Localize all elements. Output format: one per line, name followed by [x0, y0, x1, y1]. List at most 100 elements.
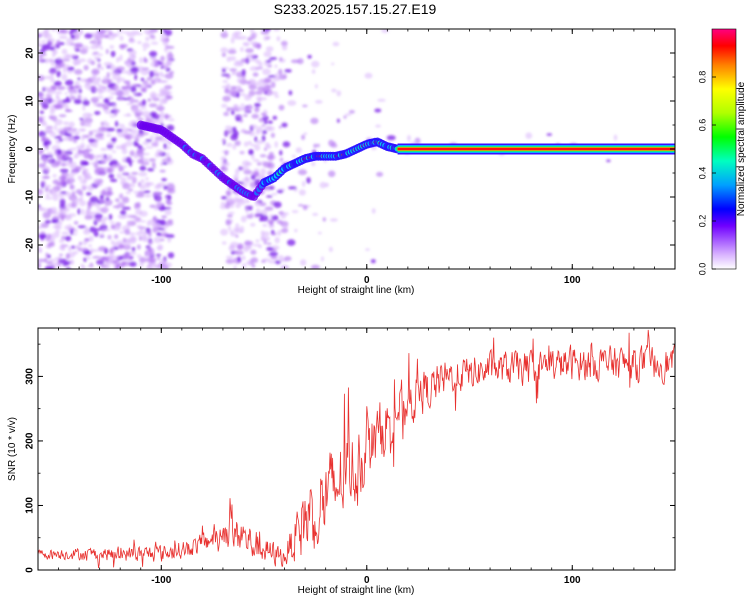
noise-blob	[94, 213, 103, 220]
noise-blob	[224, 113, 230, 116]
noise-blob	[100, 147, 108, 151]
noise-blob	[126, 174, 133, 181]
noise-blob	[62, 55, 72, 60]
noise-blob	[245, 198, 250, 204]
noise-blob	[127, 183, 136, 188]
noise-blob	[139, 210, 148, 217]
noise-blob	[525, 132, 533, 139]
noise-blob	[48, 41, 53, 47]
noise-blob	[375, 124, 381, 128]
noise-blob	[155, 184, 162, 188]
noise-blob	[38, 157, 41, 163]
snr-plot: -100 0 100 0 100 200 300 Height of straight l…	[7, 327, 676, 596]
noise-blob	[101, 228, 111, 232]
noise-blob	[226, 74, 231, 79]
noise-blob	[120, 210, 127, 216]
noise-blob	[167, 188, 176, 194]
noise-blob	[119, 123, 125, 129]
noise-blob	[78, 241, 83, 246]
noise-blob	[107, 167, 113, 174]
noise-blob	[328, 246, 333, 252]
noise-blob	[231, 258, 237, 264]
noise-blob	[77, 225, 87, 229]
noise-blob	[84, 152, 89, 158]
noise-blob	[87, 113, 94, 117]
noise-blob	[267, 162, 275, 170]
snr-y-label: SNR (10 * v/v)	[7, 417, 18, 481]
noise-blob	[302, 104, 308, 108]
noise-blob	[284, 69, 292, 73]
noise-blob	[128, 251, 137, 256]
noise-blob	[261, 124, 265, 127]
noise-blob	[46, 261, 53, 265]
noise-blob	[221, 103, 228, 108]
noise-blob	[546, 133, 552, 136]
noise-blob	[80, 208, 85, 216]
noise-blob	[272, 115, 278, 120]
noise-blob	[59, 61, 65, 68]
noise-blob	[220, 47, 229, 53]
noise-blob	[147, 98, 152, 102]
noise-blob	[282, 141, 291, 148]
noise-blob	[93, 230, 99, 237]
noise-blob	[63, 104, 69, 110]
noise-blob	[149, 256, 157, 264]
noise-blob	[119, 54, 123, 58]
noise-blob	[129, 150, 135, 157]
noise-blob	[80, 247, 88, 252]
noise-blob	[103, 261, 113, 266]
noise-blob	[70, 170, 79, 175]
noise-blob	[59, 168, 69, 173]
noise-blob	[148, 158, 156, 162]
noise-blob	[276, 219, 283, 225]
noise-blob	[93, 142, 98, 148]
noise-blob	[228, 47, 237, 51]
noise-blob	[123, 241, 131, 248]
noise-blob	[103, 61, 113, 67]
noise-blob	[298, 169, 307, 176]
noise-blob	[224, 150, 229, 156]
noise-blob	[90, 60, 96, 66]
noise-blob	[165, 113, 169, 120]
figure-title: S233.2025.157.15.27.E19	[273, 1, 437, 17]
noise-blob	[129, 261, 137, 267]
noise-blob	[110, 224, 116, 230]
noise-blob	[64, 79, 74, 86]
noise-blob	[99, 198, 104, 203]
noise-blob	[44, 140, 52, 146]
noise-blob	[56, 85, 66, 91]
colorbar-tick-label: 0.4	[697, 167, 707, 180]
noise-blob	[159, 117, 164, 124]
noise-blob	[83, 65, 89, 71]
noise-blob	[246, 214, 254, 219]
noise-blob	[164, 46, 169, 53]
noise-blob	[261, 88, 270, 93]
noise-blob	[117, 201, 125, 208]
noise-blob	[42, 156, 47, 163]
noise-blob	[73, 221, 79, 225]
noise-blob	[64, 92, 68, 95]
noise-blob	[273, 29, 280, 32]
noise-blob	[106, 127, 116, 132]
noise-blob	[94, 179, 100, 183]
noise-blob	[164, 29, 173, 36]
noise-blob	[107, 33, 116, 40]
noise-blob	[235, 203, 241, 209]
noise-blob	[38, 117, 44, 124]
spectrogram-marks	[38, 29, 675, 269]
noise-blob	[169, 70, 174, 75]
noise-blob	[131, 83, 140, 87]
noise-blob	[131, 171, 139, 175]
noise-blob	[134, 137, 140, 142]
noise-blob	[225, 219, 232, 226]
noise-blob	[249, 29, 255, 33]
noise-blob	[136, 254, 142, 259]
noise-blob	[235, 197, 244, 203]
noise-blob	[44, 265, 52, 269]
noise-blob	[85, 256, 91, 260]
noise-blob	[278, 68, 283, 76]
noise-blob	[244, 244, 248, 250]
noise-blob	[231, 71, 236, 76]
snr-background	[38, 328, 675, 570]
noise-blob	[252, 81, 261, 87]
